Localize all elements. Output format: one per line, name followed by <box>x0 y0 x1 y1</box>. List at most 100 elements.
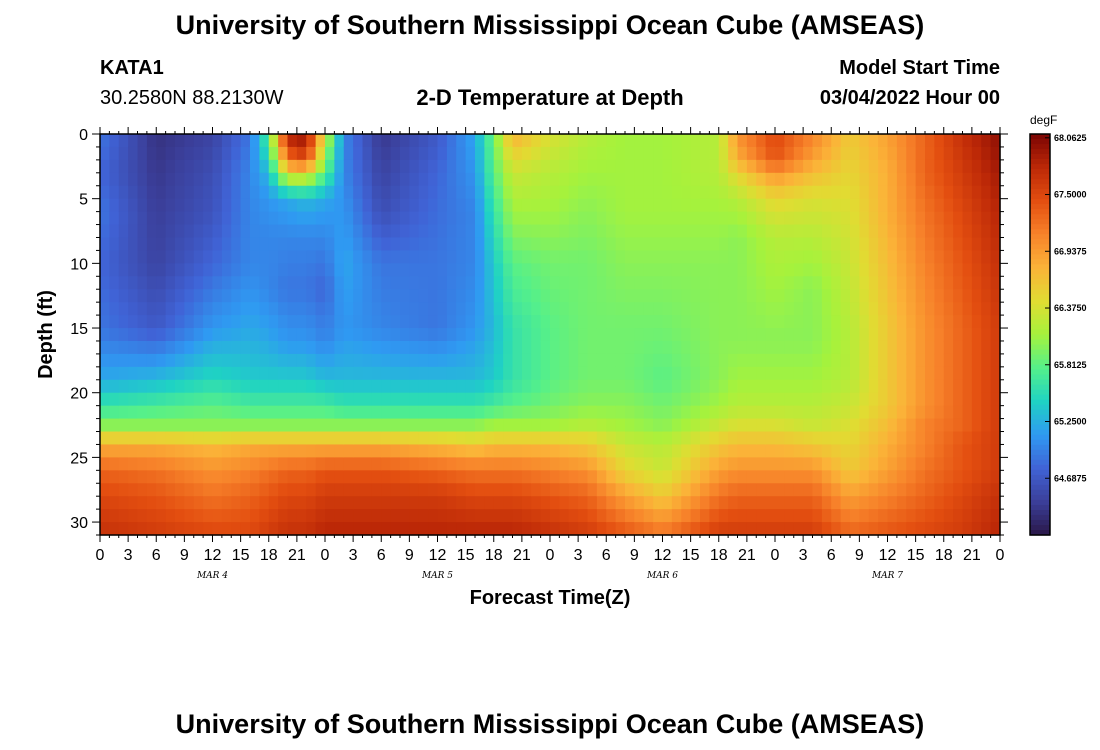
heatmap-cell <box>981 211 992 226</box>
heatmap-cell <box>868 185 879 200</box>
heatmap-cell <box>896 315 907 329</box>
heatmap-cell <box>550 366 560 381</box>
heatmap-cell <box>784 146 795 161</box>
heatmap-cell <box>362 172 373 187</box>
heatmap-cell <box>971 379 982 394</box>
heatmap-cell <box>250 250 260 264</box>
heatmap-cell <box>784 483 795 497</box>
heatmap-cell <box>428 483 439 497</box>
x-tick-label: 12 <box>879 547 897 564</box>
heatmap-cell <box>193 224 204 239</box>
heatmap-cell <box>859 496 870 510</box>
heatmap-cell <box>878 509 889 523</box>
heatmap-cell <box>531 289 542 303</box>
x-tick-label: 15 <box>907 547 925 564</box>
heatmap-cell <box>465 366 476 381</box>
heatmap-cell <box>296 237 307 252</box>
heatmap-cell <box>990 328 1001 342</box>
heatmap-cell <box>325 340 335 355</box>
heatmap-cell <box>137 159 148 174</box>
x-tick-label: 0 <box>96 547 105 564</box>
heatmap-cell <box>250 522 260 536</box>
heatmap-cell <box>128 509 139 523</box>
heatmap-cell <box>971 134 982 148</box>
heatmap-cell <box>137 263 148 277</box>
heatmap-cell <box>990 159 1001 174</box>
heatmap-cell <box>250 353 260 368</box>
heatmap-cell <box>831 379 842 394</box>
heatmap-cell <box>831 224 842 239</box>
heatmap-cell <box>634 496 645 510</box>
heatmap-cell <box>325 159 335 174</box>
heatmap-cell <box>568 315 579 329</box>
heatmap-cell <box>878 185 889 200</box>
heatmap-cell <box>803 392 814 407</box>
heatmap-cell <box>128 172 139 187</box>
heatmap-cell <box>221 276 232 290</box>
heatmap-cell <box>475 366 485 381</box>
heatmap-cell <box>775 431 785 446</box>
heatmap-cell <box>287 522 298 536</box>
heatmap-cell <box>700 134 710 148</box>
heatmap-cell <box>971 263 982 277</box>
heatmap-cell <box>821 263 832 277</box>
heatmap-cell <box>962 509 973 523</box>
heatmap-cell <box>156 483 167 497</box>
heatmap-cell <box>990 405 1001 420</box>
heatmap-cell <box>362 146 373 161</box>
heatmap-cell <box>503 418 514 433</box>
heatmap-cell <box>615 470 626 484</box>
heatmap-cell <box>221 134 232 148</box>
heatmap-cell <box>934 522 945 536</box>
heatmap-cell <box>184 405 195 420</box>
heatmap-cell <box>887 444 898 458</box>
heatmap-cell <box>156 366 167 381</box>
heatmap-cell <box>100 509 110 523</box>
heatmap-cell <box>503 496 514 510</box>
heatmap-cell <box>306 289 317 303</box>
heatmap-cell <box>193 289 204 303</box>
heatmap-cell <box>146 353 157 368</box>
heatmap-cell <box>465 315 476 329</box>
heatmap-cell <box>990 340 1001 355</box>
heatmap-cell <box>381 444 392 458</box>
heatmap-cell <box>231 340 242 355</box>
heatmap-cell <box>925 366 935 381</box>
heatmap-cell <box>540 276 551 290</box>
heatmap-cell <box>728 470 739 484</box>
heatmap-cell <box>859 431 870 446</box>
heatmap-cell <box>503 444 514 458</box>
heatmap-cell <box>746 418 757 433</box>
heatmap-cell <box>896 379 907 394</box>
heatmap-cell <box>306 431 317 446</box>
heatmap-cell <box>690 392 701 407</box>
heatmap-cell <box>878 392 889 407</box>
heatmap-cell <box>793 470 804 484</box>
heatmap-cell <box>100 237 110 252</box>
day-label: MAR 6 <box>646 571 678 581</box>
heatmap-cell <box>409 211 420 226</box>
heatmap-cell <box>850 496 860 510</box>
heatmap-cell <box>690 431 701 446</box>
heatmap-cell <box>962 315 973 329</box>
heatmap-cell <box>146 276 157 290</box>
heatmap-cell <box>925 198 935 213</box>
heatmap-cell <box>146 509 157 523</box>
heatmap-cell <box>943 496 954 510</box>
heatmap-cell <box>212 289 223 303</box>
heatmap-cell <box>203 509 214 523</box>
heatmap-cell <box>353 250 364 264</box>
heatmap-cell <box>775 496 785 510</box>
heatmap-cell <box>746 185 757 200</box>
heatmap-cell <box>137 470 148 484</box>
heatmap-cell <box>146 172 157 187</box>
heatmap-cell <box>540 315 551 329</box>
heatmap-cell <box>971 522 982 536</box>
heatmap-cell <box>878 366 889 381</box>
heatmap-cell <box>896 509 907 523</box>
heatmap-cell <box>296 250 307 264</box>
heatmap-cell <box>156 431 167 446</box>
heatmap-cell <box>943 340 954 355</box>
heatmap-cell <box>578 509 589 523</box>
heatmap-cell <box>287 211 298 226</box>
